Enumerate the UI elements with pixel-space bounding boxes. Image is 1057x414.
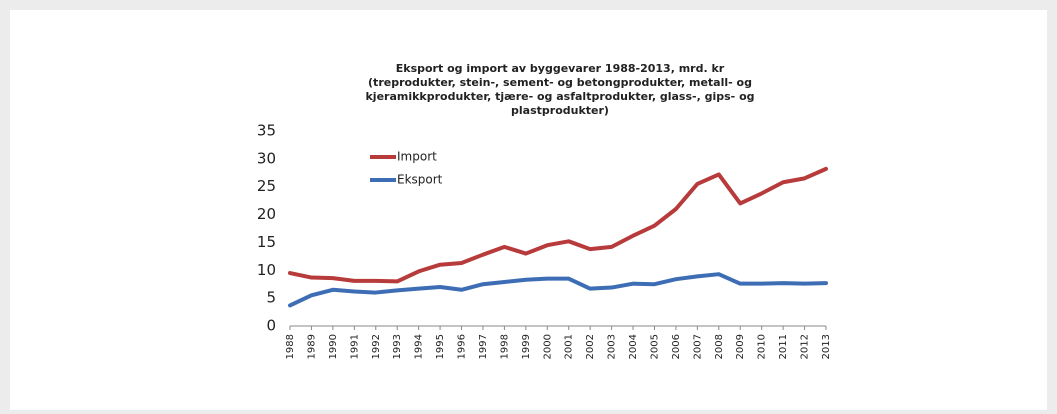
x-tick-label: 1998 bbox=[499, 334, 510, 359]
series-line bbox=[288, 272, 828, 308]
x-tick-label: 2001 bbox=[564, 334, 575, 359]
x-tick-label: 2011 bbox=[778, 334, 789, 359]
chart-subtitle: (treprodukter, stein-, sement- og betong… bbox=[368, 76, 752, 89]
x-tick-label: 2003 bbox=[607, 334, 618, 359]
legend-label: Eksport bbox=[397, 173, 443, 187]
x-tick-label: 1997 bbox=[478, 334, 489, 359]
series-line bbox=[288, 166, 828, 284]
x-tick-label: 2002 bbox=[585, 334, 596, 359]
y-tick-label: 5 bbox=[266, 289, 276, 307]
chart-subtitle: kjeramikkprodukter, tjære- og asfaltprod… bbox=[365, 90, 754, 103]
x-tick-label: 1989 bbox=[306, 334, 317, 359]
x-tick-label: 1991 bbox=[349, 334, 360, 359]
y-tick-label: 15 bbox=[257, 233, 276, 251]
legend-label: Import bbox=[397, 150, 437, 164]
chart-title: Eksport og import av byggevarer 1988-201… bbox=[396, 62, 725, 75]
x-tick-label: 2008 bbox=[714, 334, 725, 359]
x-tick-label: 2012 bbox=[800, 334, 811, 359]
x-tick-label: 1996 bbox=[457, 334, 468, 359]
x-tick-label: 2007 bbox=[692, 334, 703, 359]
x-tick-label: 2009 bbox=[735, 334, 746, 359]
x-tick-label: 2010 bbox=[757, 334, 768, 359]
x-tick-label: 1994 bbox=[414, 334, 425, 359]
x-tick-label: 2000 bbox=[542, 334, 553, 359]
x-tick-label: 2013 bbox=[821, 334, 832, 359]
y-tick-label: 0 bbox=[266, 317, 276, 335]
x-tick-label: 1990 bbox=[328, 334, 339, 359]
x-tick-label: 1999 bbox=[521, 334, 532, 359]
x-tick-label: 1992 bbox=[371, 334, 382, 359]
y-tick-label: 10 bbox=[257, 261, 276, 279]
y-tick-label: 25 bbox=[257, 177, 276, 195]
y-tick-label: 35 bbox=[257, 122, 276, 140]
x-tick-label: 2005 bbox=[649, 334, 660, 359]
panel bbox=[10, 10, 1047, 410]
x-tick-label: 1988 bbox=[285, 334, 296, 359]
x-tick-label: 1993 bbox=[392, 334, 403, 359]
x-tick-label: 2004 bbox=[628, 334, 639, 359]
y-tick-label: 20 bbox=[257, 205, 276, 223]
x-tick-label: 1995 bbox=[435, 334, 446, 359]
chart-subtitle: plastprodukter) bbox=[511, 104, 609, 117]
x-tick-label: 2006 bbox=[671, 334, 682, 359]
y-tick-label: 30 bbox=[257, 149, 276, 167]
